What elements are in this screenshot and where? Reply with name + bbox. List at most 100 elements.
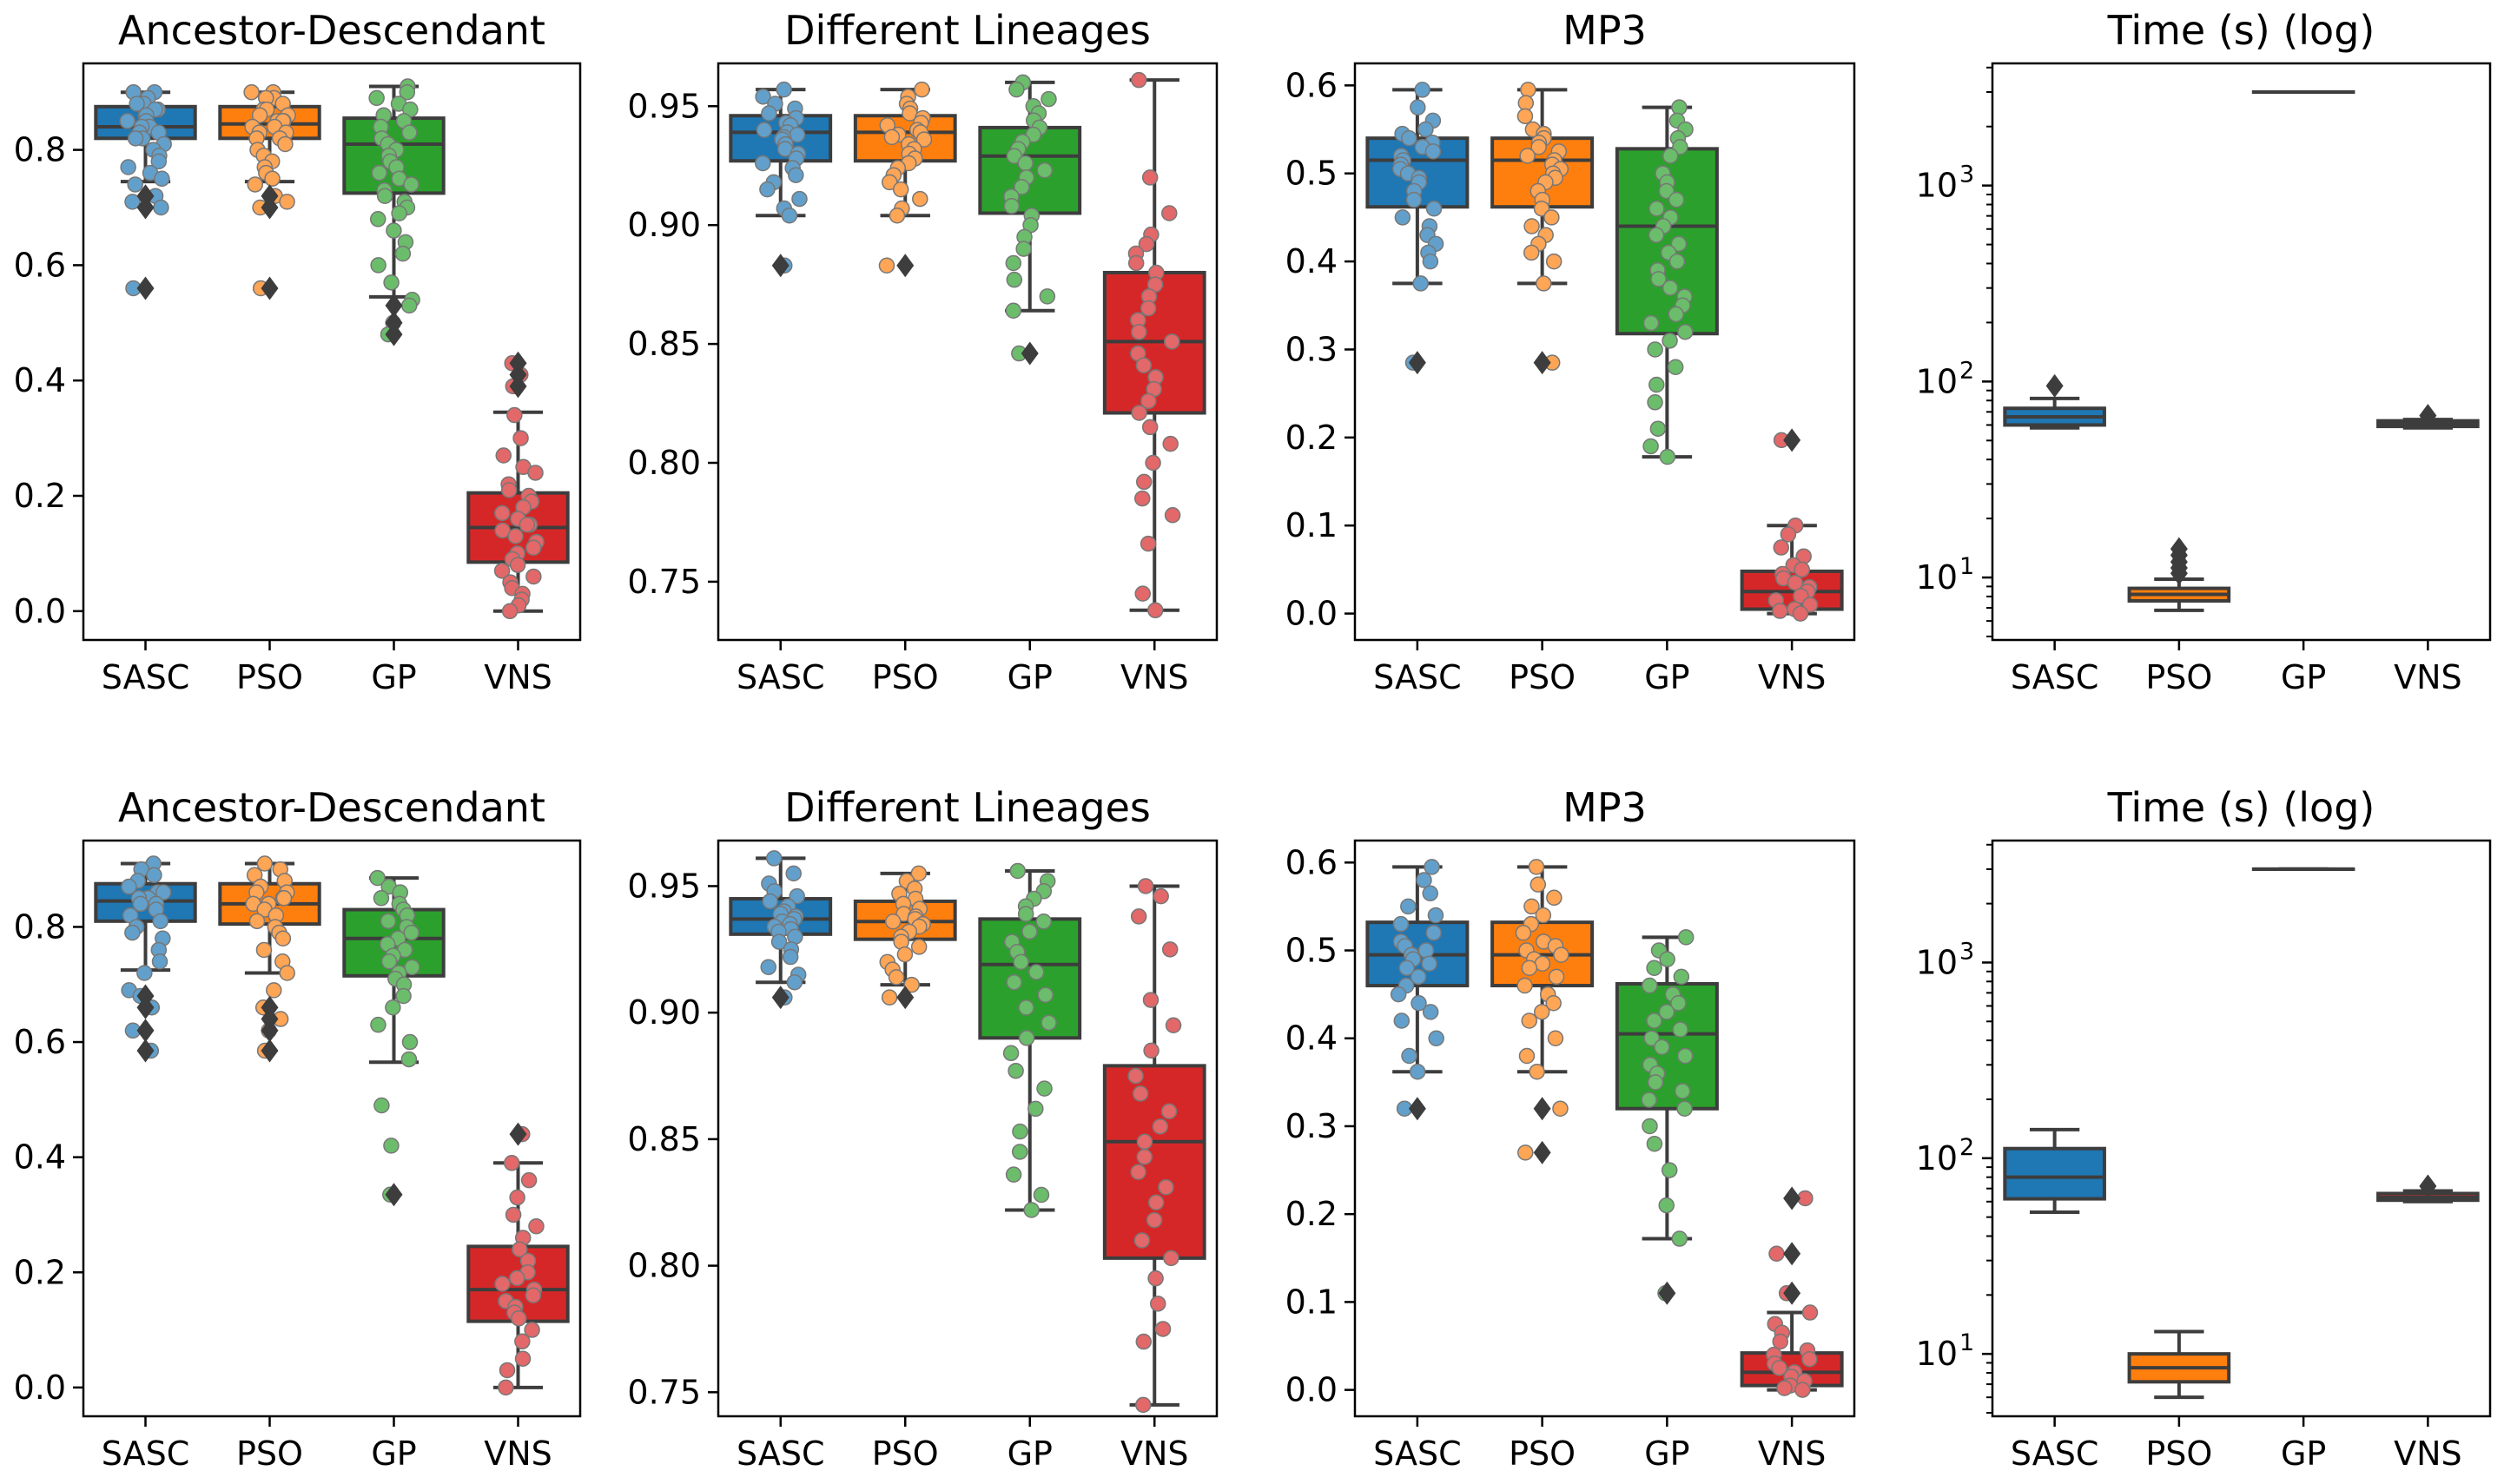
data-point [1409, 1063, 1426, 1080]
data-point [1002, 1045, 1020, 1062]
data-point [1646, 1135, 1663, 1152]
data-point [912, 190, 928, 208]
data-point [1021, 923, 1038, 940]
data-point [1520, 82, 1536, 98]
data-point [789, 887, 805, 905]
outlier-marker [771, 254, 790, 278]
data-point [264, 170, 281, 188]
data-point [371, 164, 387, 181]
data-point [785, 865, 802, 882]
data-point [251, 107, 268, 124]
y-tick-label: 0.6 [1285, 843, 1338, 881]
y-tick-label: 0.90 [627, 993, 701, 1032]
outlier-marker [896, 986, 915, 1010]
data-point [494, 1276, 511, 1292]
y-tick-label: 0.6 [1285, 66, 1338, 104]
data-point [762, 893, 778, 910]
data-point [1161, 205, 1178, 221]
data-point [1140, 535, 1157, 552]
data-point [878, 257, 895, 274]
data-point [494, 522, 511, 539]
data-point [1642, 977, 1658, 994]
data-point [1668, 306, 1684, 323]
data-point [509, 1270, 525, 1287]
data-point [1417, 121, 1434, 138]
plot-frame [1353, 62, 1856, 642]
data-point [1005, 1166, 1022, 1183]
data-point [1136, 1133, 1153, 1151]
data-point [127, 130, 144, 147]
data-point [1654, 1039, 1670, 1056]
data-point [1149, 1296, 1166, 1312]
panel-title: MP3 [1563, 7, 1647, 54]
data-point [1416, 872, 1432, 888]
data-point [1794, 1382, 1811, 1398]
data-point [1529, 876, 1547, 893]
data-point [1422, 885, 1438, 901]
data-point [1401, 129, 1417, 147]
box-sasc [2003, 373, 2106, 430]
plot-frame [1353, 839, 1856, 1418]
box-gp [978, 74, 1082, 366]
data-point [1548, 968, 1565, 986]
data-point [1530, 139, 1547, 155]
data-point [525, 539, 542, 557]
data-point [1012, 1123, 1028, 1140]
data-point [1794, 561, 1810, 578]
data-point [512, 430, 529, 446]
x-tick-label: SASC [2011, 1435, 2098, 1473]
box-vns [1740, 1186, 1844, 1398]
data-point [1536, 275, 1552, 292]
x-tick-label: PSO [1509, 658, 1576, 696]
data-point [1650, 271, 1667, 287]
data-point [791, 190, 808, 208]
data-point [1425, 201, 1443, 217]
y-tick-label: 0.95 [627, 867, 701, 905]
outlier-marker [136, 995, 155, 1019]
data-point [1515, 925, 1532, 941]
outlier-marker [1783, 1186, 1801, 1210]
y-tick-label: 0.75 [627, 1373, 701, 1411]
outlier-marker [1658, 1281, 1676, 1305]
data-point [892, 181, 909, 198]
data-point [1545, 253, 1563, 270]
subplot-ancestor-descendant-row1: Ancestor-Descendant 0.0 0.2 0.4 0.6 0.8 SASC PS… [14, 7, 582, 696]
data-point [1647, 394, 1663, 411]
y-tick-label: 0.4 [14, 1138, 66, 1177]
y-tick-label: 0.1 [1285, 506, 1338, 544]
x-tick-label: PSO [236, 1435, 303, 1473]
data-point [1676, 1047, 1694, 1065]
box-vns [1102, 878, 1206, 1414]
data-point [1553, 946, 1569, 963]
x-tick-label: VNS [1120, 1435, 1189, 1473]
outlier-marker [261, 1039, 279, 1063]
data-point [1135, 1333, 1153, 1350]
data-point [1661, 1162, 1678, 1178]
data-point [152, 913, 168, 930]
data-point [761, 105, 777, 122]
data-point [1023, 1202, 1040, 1218]
box-sasc [1365, 82, 1470, 375]
subplot-mp3-row2: MP3 0.0 0.1 0.2 0.3 0.4 0.5 0.6 SASC PSO GP VNS [1285, 784, 1856, 1473]
y-tick-exponent: 1 [1959, 1329, 1974, 1356]
box-iqr [2003, 1146, 2106, 1201]
y-tick-label: 0.2 [1285, 1195, 1338, 1233]
data-point [1670, 235, 1688, 253]
data-point [520, 1171, 538, 1189]
panel-title: MP3 [1563, 784, 1647, 831]
data-point [1642, 438, 1659, 455]
x-tick-label: GP [2281, 658, 2326, 696]
data-point [509, 557, 526, 573]
outlier-marker [1408, 1097, 1426, 1121]
data-point [512, 1241, 528, 1257]
data-point [1027, 1100, 1044, 1118]
x-tick-label: PSO [2145, 658, 2212, 696]
data-point [243, 83, 260, 101]
data-point [527, 465, 544, 481]
y-tick-label: 0.90 [627, 206, 701, 244]
data-point [1006, 148, 1023, 165]
data-point [910, 939, 928, 955]
x-tick-label: VNS [2394, 658, 2462, 696]
data-point [1132, 1085, 1149, 1102]
